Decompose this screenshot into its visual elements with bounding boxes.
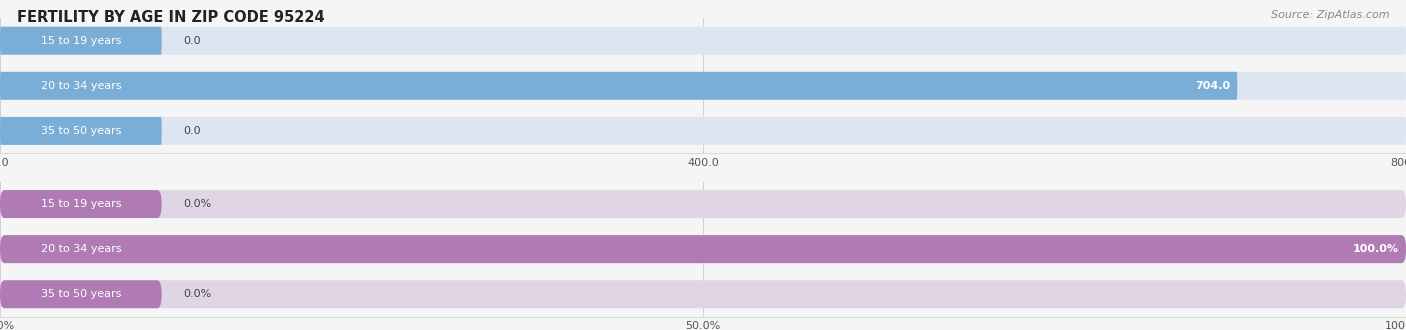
FancyBboxPatch shape — [0, 235, 1406, 263]
FancyBboxPatch shape — [0, 72, 1406, 100]
Text: Source: ZipAtlas.com: Source: ZipAtlas.com — [1271, 10, 1389, 20]
Text: 0.0%: 0.0% — [183, 289, 211, 299]
Text: 0.0%: 0.0% — [183, 199, 211, 209]
FancyBboxPatch shape — [0, 27, 162, 55]
FancyBboxPatch shape — [0, 72, 1237, 100]
FancyBboxPatch shape — [0, 235, 1406, 263]
FancyBboxPatch shape — [0, 280, 162, 308]
Text: 100.0%: 100.0% — [1353, 244, 1399, 254]
Text: 15 to 19 years: 15 to 19 years — [41, 199, 121, 209]
FancyBboxPatch shape — [0, 280, 1406, 308]
Text: FERTILITY BY AGE IN ZIP CODE 95224: FERTILITY BY AGE IN ZIP CODE 95224 — [17, 10, 325, 25]
FancyBboxPatch shape — [0, 190, 1406, 218]
Text: 0.0: 0.0 — [183, 36, 201, 46]
Text: 0.0: 0.0 — [183, 126, 201, 136]
FancyBboxPatch shape — [0, 117, 1406, 145]
FancyBboxPatch shape — [0, 190, 162, 218]
Text: 35 to 50 years: 35 to 50 years — [41, 126, 121, 136]
Text: 20 to 34 years: 20 to 34 years — [41, 81, 121, 91]
Text: 704.0: 704.0 — [1195, 81, 1230, 91]
FancyBboxPatch shape — [0, 27, 1406, 55]
FancyBboxPatch shape — [0, 117, 162, 145]
Text: 20 to 34 years: 20 to 34 years — [41, 244, 121, 254]
Text: 35 to 50 years: 35 to 50 years — [41, 289, 121, 299]
Text: 15 to 19 years: 15 to 19 years — [41, 36, 121, 46]
